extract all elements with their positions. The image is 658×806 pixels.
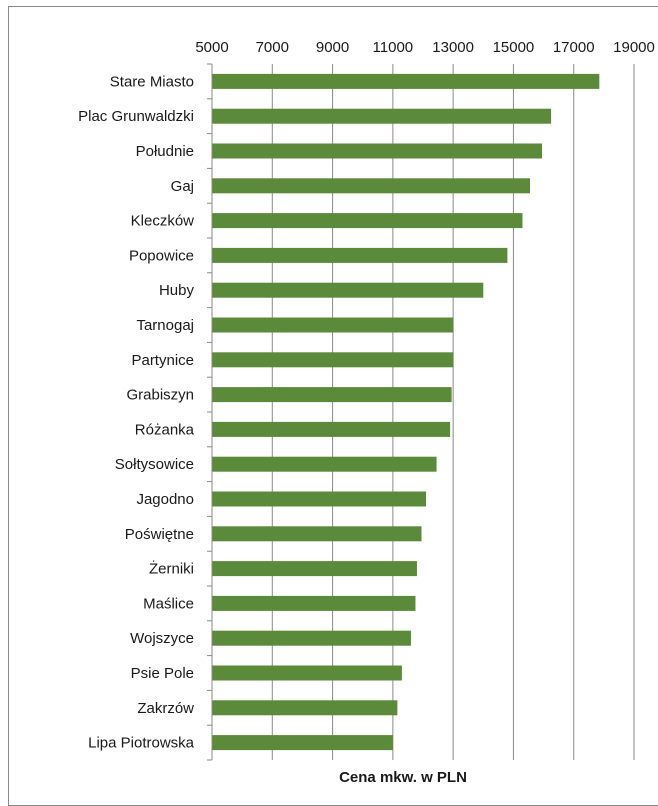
bar [212, 595, 416, 611]
category-label: Huby [159, 282, 195, 299]
x-tick-label: 13000 [432, 39, 474, 56]
x-tick-label: 11000 [373, 39, 414, 56]
category-label: Gaj [171, 178, 194, 195]
category-label: Grabiszyn [126, 387, 194, 404]
bar [212, 700, 398, 716]
grid-lines [211, 64, 635, 760]
y-axis-ticks [207, 63, 212, 761]
bar [212, 630, 411, 646]
category-label: Plac Grunwaldzki [78, 108, 194, 125]
category-label: Tarnogaj [136, 317, 194, 334]
category-label: Stare Miasto [110, 73, 194, 90]
x-tick-label: 9000 [316, 39, 349, 56]
category-label: Południe [136, 143, 194, 160]
category-label: Żerniki [149, 560, 194, 578]
category-label: Różanka [135, 421, 195, 438]
category-label: Partynice [131, 352, 194, 369]
bar [212, 735, 393, 751]
x-tick-label: 19000 [613, 39, 655, 56]
category-label: Zakrzów [137, 700, 194, 717]
bar [212, 213, 523, 229]
bar [212, 317, 454, 333]
bar [212, 73, 600, 89]
category-label: Kleczków [131, 213, 195, 230]
bar [212, 247, 508, 263]
x-tick-label: 7000 [256, 39, 289, 56]
bar [212, 665, 402, 681]
category-labels: Stare Miasto Plac Grunwaldzki Południe Gaj K… [78, 73, 195, 751]
category-label: Lipa Piotrowska [88, 735, 195, 752]
bar [212, 387, 452, 403]
x-axis-title: Cena mkw. w PLN [339, 769, 467, 786]
bar [212, 421, 451, 437]
x-tick-label: 17000 [553, 39, 595, 56]
x-axis-ticks: 5000 7000 9000 11000 13000 15000 17000 19000 [195, 39, 655, 56]
bar [212, 491, 427, 507]
bars [212, 73, 600, 751]
x-tick-label: 15000 [493, 39, 535, 56]
category-label: Wojszyce [130, 630, 194, 647]
bar [212, 352, 454, 368]
bar [212, 456, 437, 472]
category-label: Jagodno [136, 491, 194, 508]
category-label: Psie Pole [131, 665, 194, 682]
bar [212, 178, 531, 194]
bar [212, 561, 417, 577]
category-label: Popowice [129, 247, 194, 264]
bar [212, 282, 484, 298]
category-label: Poświętne [125, 526, 194, 543]
bar [212, 143, 543, 159]
x-tick-label: 5000 [195, 39, 228, 56]
category-label: Sołtysowice [115, 456, 194, 473]
bar [212, 108, 552, 124]
category-label: Maślice [143, 595, 194, 612]
bar [212, 526, 422, 542]
